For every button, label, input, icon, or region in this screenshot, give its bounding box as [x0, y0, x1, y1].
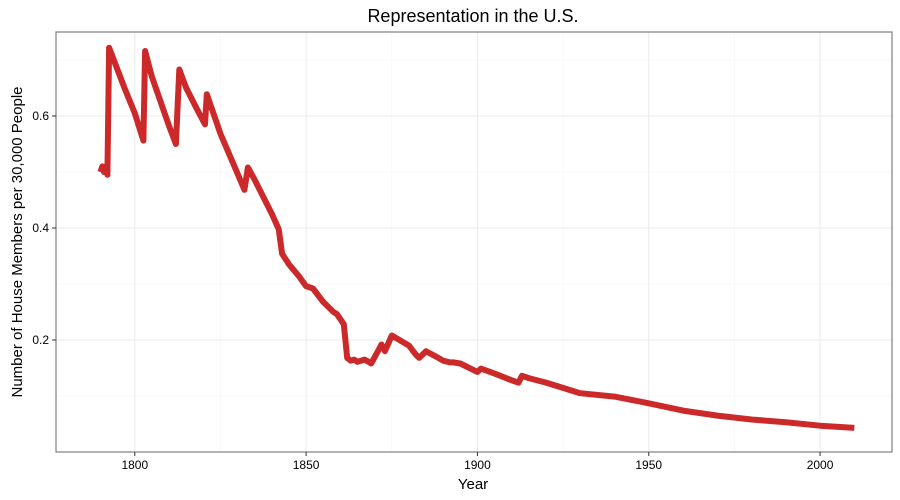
plot-panel-border	[55, 31, 893, 453]
major-gridlines	[56, 32, 892, 452]
y-tick-label: 0.6	[32, 109, 49, 123]
x-tick-label: 1950	[635, 458, 662, 472]
x-axis-title: Year	[458, 476, 488, 493]
series-line	[97, 44, 855, 431]
y-tick-label: 0.2	[32, 333, 49, 347]
y-axis-title: Number of House Members per 30,000 Peopl…	[9, 86, 26, 397]
x-tick-label: 1900	[464, 458, 491, 472]
chart-title: Representation in the U.S.	[367, 6, 578, 26]
x-tick-label: 1800	[121, 458, 148, 472]
y-axis-ticks: 0.2 0.4 0.6	[32, 109, 56, 347]
y-tick-label: 0.4	[32, 221, 49, 235]
x-axis-ticks: 1800 1850 1900 1950 2000	[121, 452, 834, 472]
x-tick-label: 1850	[293, 458, 320, 472]
minor-gridlines	[56, 32, 892, 452]
x-tick-label: 2000	[807, 458, 834, 472]
